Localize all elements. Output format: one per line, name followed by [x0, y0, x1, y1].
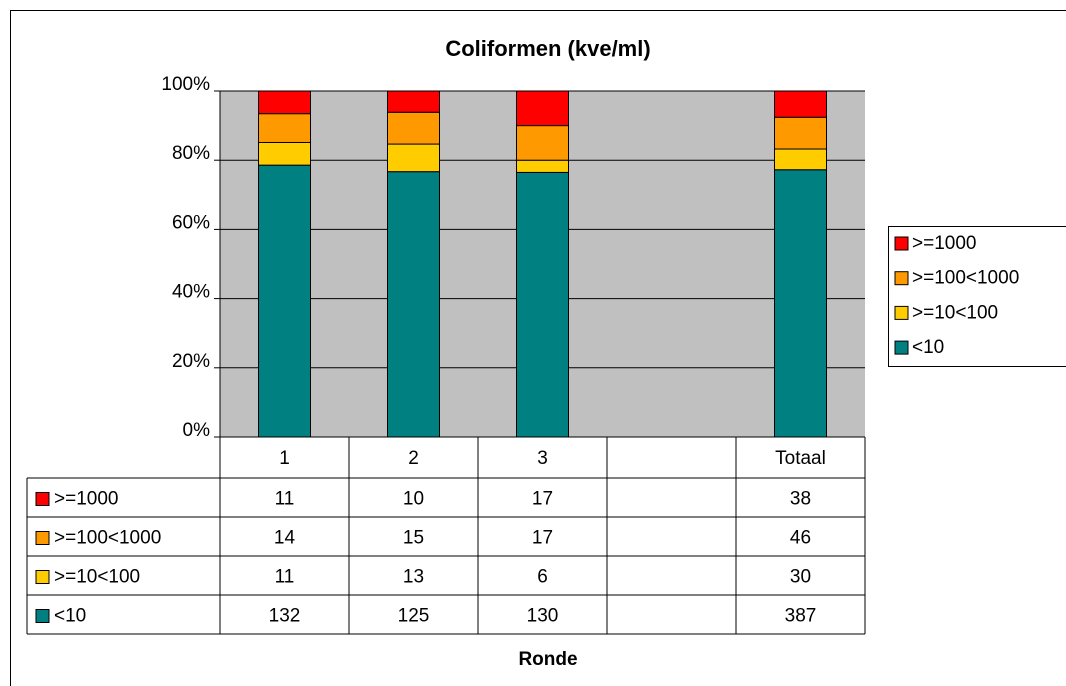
table-cell: 17 [532, 528, 553, 549]
table-cell: 130 [527, 606, 559, 627]
table-cell: 387 [785, 606, 817, 627]
legend-key [894, 305, 909, 320]
legend-label: >=1000 [912, 233, 976, 254]
x-axis-label: Ronde [518, 649, 577, 670]
table-cell: 132 [269, 606, 301, 627]
table-cell: 11 [275, 567, 295, 588]
bar-segment [774, 148, 827, 171]
table-cell: 14 [274, 528, 296, 549]
bar-segment [258, 164, 311, 438]
bar-segment [387, 90, 440, 113]
bar-segment [516, 90, 569, 127]
bar-segment [774, 169, 827, 438]
table-cell: 46 [790, 528, 811, 549]
table-row-label: >=10<100 [54, 567, 140, 588]
bar-segment [516, 159, 569, 173]
table-legend-key [35, 492, 50, 506]
bar-segment [258, 141, 311, 166]
x-tick-label: 3 [537, 448, 548, 469]
table-cell: 6 [537, 567, 548, 588]
bar-segment [387, 111, 440, 145]
bar-segment [774, 116, 827, 150]
table-cell: 30 [790, 567, 811, 588]
bar-segment [774, 90, 827, 118]
table-legend-key [35, 531, 50, 545]
table-row-label: >=1000 [54, 489, 118, 510]
table-cell: 17 [532, 489, 553, 510]
chart-title: Coliformen (kve/ml) [445, 36, 650, 61]
bar-segment [258, 90, 311, 115]
table-cell: 10 [403, 489, 424, 510]
table-row-label: >=100<1000 [54, 528, 161, 549]
legend-label: >=100<1000 [912, 268, 1019, 289]
table-cell: 13 [403, 567, 424, 588]
y-tick-label: 40% [172, 282, 210, 303]
legend-label: <10 [912, 337, 944, 358]
x-tick-label: 2 [408, 448, 419, 469]
x-tick-label: 1 [279, 448, 290, 469]
bar-segment [387, 171, 440, 438]
legend-key [894, 340, 909, 355]
bar-segment [516, 125, 569, 161]
bar-segment [387, 143, 440, 173]
table-cell: 15 [403, 528, 424, 549]
bar-segment [258, 113, 311, 143]
y-tick-label: 80% [172, 143, 210, 164]
table-cell: 11 [275, 489, 295, 510]
table-row-label: <10 [54, 606, 86, 627]
y-tick-label: 20% [172, 351, 210, 372]
legend-label: >=10<100 [912, 302, 998, 323]
table-cell: 125 [398, 606, 430, 627]
legend-box [888, 226, 1066, 367]
legend-key [894, 236, 909, 251]
table-legend-key [35, 570, 50, 584]
bar-segment [516, 171, 569, 438]
y-tick-label: 100% [161, 74, 210, 95]
x-tick-label: Totaal [775, 448, 826, 469]
y-tick-label: 0% [183, 420, 211, 441]
table-cell: 38 [790, 489, 811, 510]
y-tick-label: 60% [172, 212, 210, 233]
legend-key [894, 271, 909, 286]
table-legend-key [35, 609, 50, 623]
